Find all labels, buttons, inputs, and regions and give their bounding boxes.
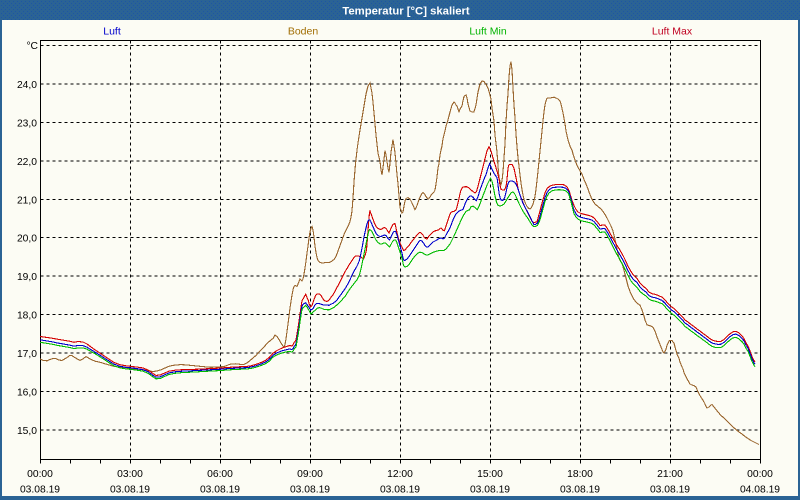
svg-text:°C: °C — [26, 41, 38, 52]
svg-text:03.08.19: 03.08.19 — [290, 485, 330, 496]
svg-text:23,0: 23,0 — [17, 119, 37, 130]
svg-text:03.08.19: 03.08.19 — [200, 485, 240, 496]
svg-text:19,0: 19,0 — [17, 272, 37, 283]
svg-text:16,0: 16,0 — [17, 388, 37, 399]
svg-text:03.08.19: 03.08.19 — [560, 485, 600, 496]
svg-text:21:00: 21:00 — [657, 469, 683, 480]
svg-text:Luft Max: Luft Max — [652, 26, 693, 38]
svg-text:09:00: 09:00 — [297, 469, 323, 480]
svg-text:15:00: 15:00 — [477, 469, 503, 480]
svg-text:03.08.19: 03.08.19 — [380, 485, 420, 496]
svg-text:20,0: 20,0 — [17, 234, 37, 245]
svg-text:Temperatur [°C] skaliert: Temperatur [°C] skaliert — [342, 6, 470, 18]
svg-text:03.08.19: 03.08.19 — [20, 485, 60, 496]
svg-text:24,0: 24,0 — [17, 80, 37, 91]
svg-text:03.08.19: 03.08.19 — [650, 485, 690, 496]
svg-text:Luft: Luft — [103, 26, 121, 38]
svg-text:17,0: 17,0 — [17, 349, 37, 360]
svg-text:04.08.19: 04.08.19 — [740, 485, 780, 496]
svg-text:12:00: 12:00 — [387, 469, 413, 480]
svg-text:15,0: 15,0 — [17, 426, 37, 437]
svg-text:18:00: 18:00 — [567, 469, 593, 480]
svg-text:Boden: Boden — [288, 26, 319, 38]
svg-text:21,0: 21,0 — [17, 196, 37, 207]
svg-text:03:00: 03:00 — [117, 469, 143, 480]
svg-text:00:00: 00:00 — [747, 469, 773, 480]
svg-text:22,0: 22,0 — [17, 157, 37, 168]
svg-text:18,0: 18,0 — [17, 311, 37, 322]
svg-text:00:00: 00:00 — [27, 469, 53, 480]
svg-text:03.08.19: 03.08.19 — [110, 485, 150, 496]
svg-text:03.08.19: 03.08.19 — [470, 485, 510, 496]
svg-text:Luft Min: Luft Min — [469, 26, 507, 38]
svg-text:06:00: 06:00 — [207, 469, 233, 480]
